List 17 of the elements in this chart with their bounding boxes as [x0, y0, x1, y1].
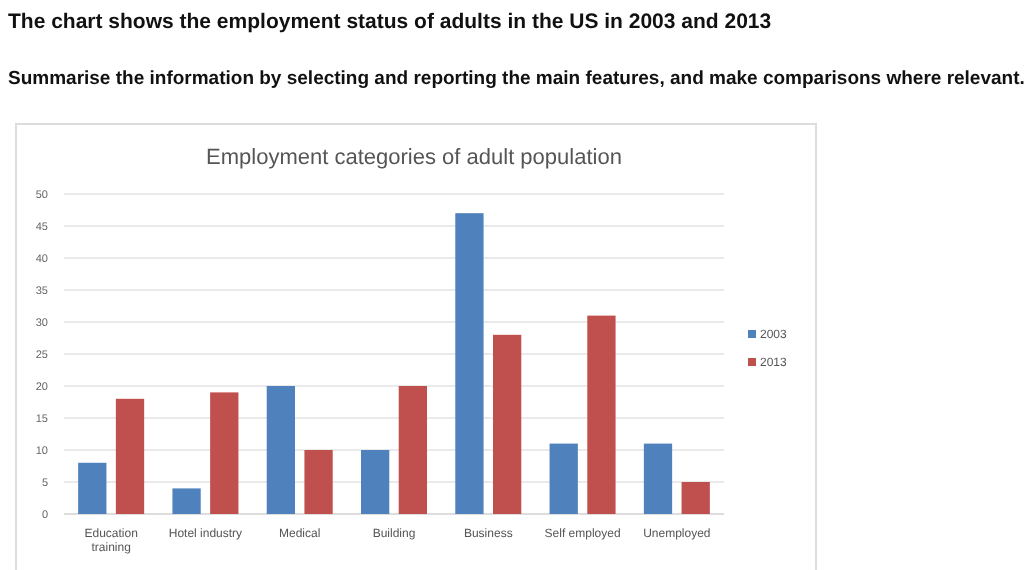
bar	[304, 450, 333, 514]
bar	[681, 482, 710, 514]
bar	[115, 398, 145, 514]
bar	[587, 315, 616, 514]
chart-title: Employment categories of adult population	[206, 146, 622, 170]
bar	[361, 450, 390, 514]
bar	[398, 386, 427, 514]
bar	[210, 392, 239, 514]
bar	[549, 443, 578, 514]
text: Summarise the information by selecting and reporting the main features, and make comparisons where relevant.	[8, 68, 1024, 90]
bar	[172, 488, 201, 514]
bar	[78, 462, 107, 514]
text: The chart shows the employment status of adults in the US in 2003 and 2013	[8, 10, 772, 34]
bar	[493, 334, 522, 514]
bar	[266, 386, 295, 514]
bar	[455, 213, 484, 514]
bar	[643, 443, 673, 514]
